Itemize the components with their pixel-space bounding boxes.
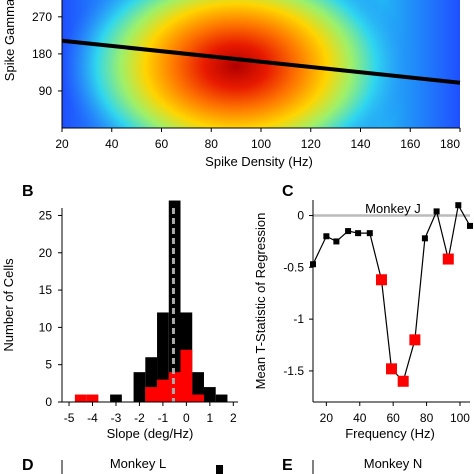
panel-e-title: Monkey N <box>364 456 423 471</box>
heatmap-y-label: Spike Gamma <box>2 0 17 81</box>
histogram-bar <box>133 372 146 402</box>
panel-c-line-chart: C Monkey J 20 40 60 80 100 0 -0.5 -1 -1.5 Frequ… <box>253 183 473 441</box>
histogram-y-tick-label: 25 <box>39 208 53 222</box>
panel-d-title: Monkey L <box>110 456 166 471</box>
heatmap-y-tick-label: 270 <box>32 10 52 24</box>
line-chart-x-tick-label: 100 <box>450 411 470 425</box>
histogram-x-label: Slope (deg/Hz) <box>107 426 194 441</box>
panel-e-letter: E <box>282 457 293 474</box>
heatmap-x-tick-label: 100 <box>251 137 271 151</box>
data-point <box>323 233 330 240</box>
histogram-y-tick-label: 5 <box>45 358 52 372</box>
histogram-x-tick-label: -5 <box>64 411 75 425</box>
heatmap-x-label: Spike Density (Hz) <box>205 154 313 169</box>
significant-data-point <box>397 375 409 387</box>
histogram-bar <box>157 312 169 402</box>
heatmap-x-tick-label: 160 <box>400 137 420 151</box>
significant-data-point <box>386 363 397 375</box>
line-chart-x-tick-label: 40 <box>353 411 367 425</box>
line-chart-y-tick-label: 0 <box>297 209 304 223</box>
panel-c-title: Monkey J <box>365 201 421 216</box>
line-chart-y-label: Mean T-Statistic of Regression <box>253 213 268 390</box>
panel-d-marker <box>216 465 223 474</box>
heatmap-x-tick-label: 20 <box>55 137 69 151</box>
panel-c-letter: C <box>282 183 294 200</box>
histogram-bar <box>110 394 122 402</box>
histogram-bar <box>168 372 181 402</box>
regression-line <box>61 38 461 85</box>
histogram-bar <box>157 379 169 402</box>
t-statistic-line <box>312 203 471 383</box>
data-point <box>333 238 340 245</box>
heatmap-y-tick-label: 180 <box>32 47 52 61</box>
significant-data-point <box>409 334 421 346</box>
histogram-bar <box>86 394 99 402</box>
histogram-bar <box>192 372 204 402</box>
heatmap-x-tick-label: 140 <box>350 137 370 151</box>
heatmap-hotspot <box>62 0 412 128</box>
heatmap-x-tick-label: 60 <box>155 137 169 151</box>
histogram-y-label: Number of Cells <box>1 258 16 352</box>
panel-b-letter: B <box>22 183 34 200</box>
line-chart-x-tick-label: 60 <box>386 411 400 425</box>
histogram-x-tick-label: 0 <box>183 411 190 425</box>
panel-a-heatmap: 20 40 60 80 100 120 140 160 180 90 180 270 Spike D… <box>2 0 461 169</box>
heatmap-x-tick-label: 180 <box>440 137 460 151</box>
histogram-y-tick-label: 15 <box>39 283 53 297</box>
data-point <box>345 228 352 235</box>
line-chart-x-label: Frequency (Hz) <box>345 426 435 441</box>
histogram-bar <box>180 349 193 402</box>
histogram-bar <box>192 394 204 402</box>
histogram-bar <box>215 394 228 402</box>
data-point <box>366 230 373 237</box>
histogram-y-tick-label: 0 <box>45 395 52 409</box>
histogram-x-tick-label: 2 <box>230 411 237 425</box>
line-chart-y-tick-label: -0.5 <box>283 260 304 274</box>
heatmap-y-tick-label: 90 <box>39 84 53 98</box>
histogram-bar <box>203 387 216 402</box>
data-point <box>421 235 428 242</box>
line-chart-y-tick-label: -1 <box>293 312 304 326</box>
line-chart-x-tick-label: 20 <box>320 411 334 425</box>
histogram-bar <box>74 394 87 402</box>
histogram-x-tick-label: -2 <box>134 411 145 425</box>
histogram-x-tick-label: -4 <box>87 411 98 425</box>
panels-d-e-partial: D Monkey L E Monkey N <box>22 456 422 474</box>
histogram-bar <box>145 357 158 402</box>
heatmap-x-tick-label: 40 <box>105 137 119 151</box>
data-point <box>433 208 440 215</box>
data-point <box>455 202 462 209</box>
significant-data-point <box>442 253 454 265</box>
significant-data-point <box>375 274 387 286</box>
histogram-y-tick-label: 20 <box>39 246 53 260</box>
histogram-x-tick-label: -3 <box>111 411 122 425</box>
histogram-x-tick-label: 1 <box>206 411 213 425</box>
line-chart-x-tick-label: 80 <box>420 411 434 425</box>
heatmap-x-tick-label: 120 <box>301 137 321 151</box>
data-point <box>355 230 362 237</box>
histogram-bar <box>145 387 158 402</box>
data-point <box>467 222 473 229</box>
heatmap-x-tick-label: 80 <box>205 137 219 151</box>
histogram-x-tick-label: -1 <box>158 411 169 425</box>
panel-b-histogram: B -5 -4 -3 -2 -1 0 1 2 0 5 10 15 20 25 Slope (deg/Hz… <box>1 183 238 441</box>
line-chart-y-tick-label: -1.5 <box>283 364 304 378</box>
histogram-y-tick-label: 10 <box>39 320 53 334</box>
panel-d-letter: D <box>22 457 34 474</box>
